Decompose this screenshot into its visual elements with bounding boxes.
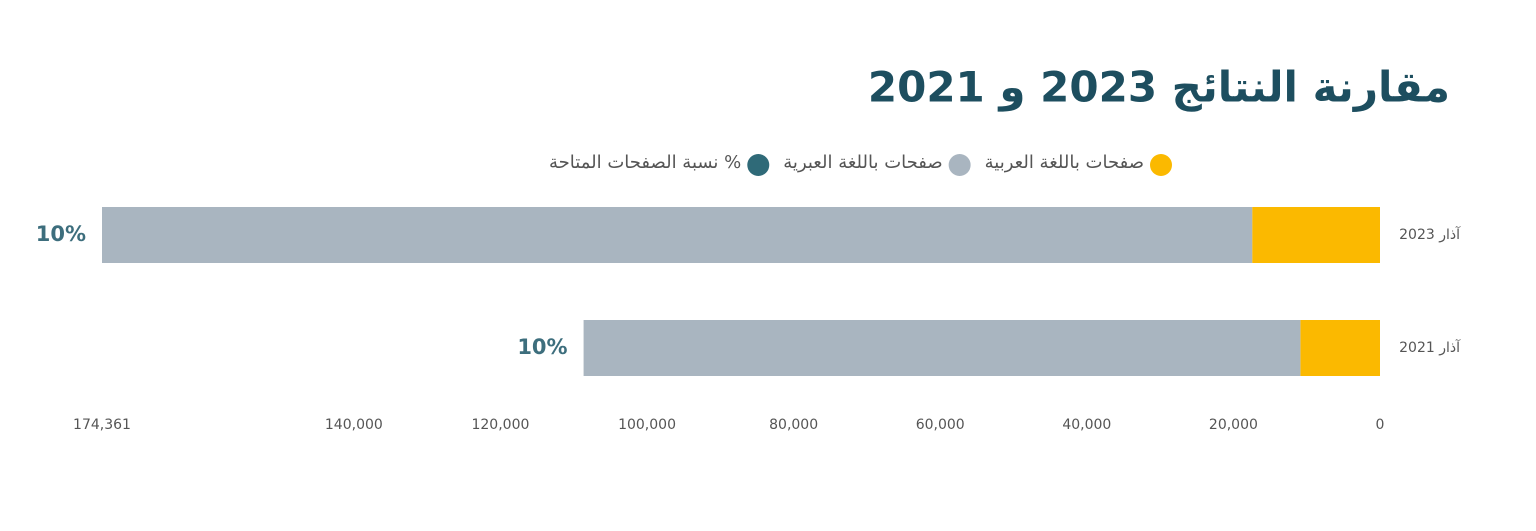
legend-label: % نسبة الصفحات المتاحة [549,152,741,173]
legend-marker [747,154,770,176]
x-tick-label: 174,361 [73,417,131,433]
data-label: 10% [36,222,86,246]
x-tick-label: 120,000 [471,417,529,433]
legend-marker [948,154,971,176]
bar [1252,207,1380,263]
x-tick-label: 20,000 [1209,417,1258,433]
chart-title: مقارنة النتائج 2023 و 2021 [868,63,1450,113]
x-tick-label: 40,000 [1062,417,1111,433]
bar [583,320,1301,376]
bar [102,207,1253,263]
legend-marker [1150,154,1172,176]
y-tick-label: آذار 2021 [1399,339,1461,356]
data-label: 10% [517,335,567,359]
x-tick-label: 80,000 [769,417,818,433]
x-tick-label: 0 [1376,417,1385,433]
x-tick-label: 140,000 [325,417,383,433]
bar [1300,320,1380,376]
x-tick-label: 100,000 [618,417,676,433]
legend-label: صفحات باللغة العربية [985,152,1144,173]
legend-label: صفحات باللغة العبرية [783,152,942,173]
x-tick-label: 60,000 [916,417,965,433]
y-tick-label: آذار 2023 [1399,226,1461,243]
